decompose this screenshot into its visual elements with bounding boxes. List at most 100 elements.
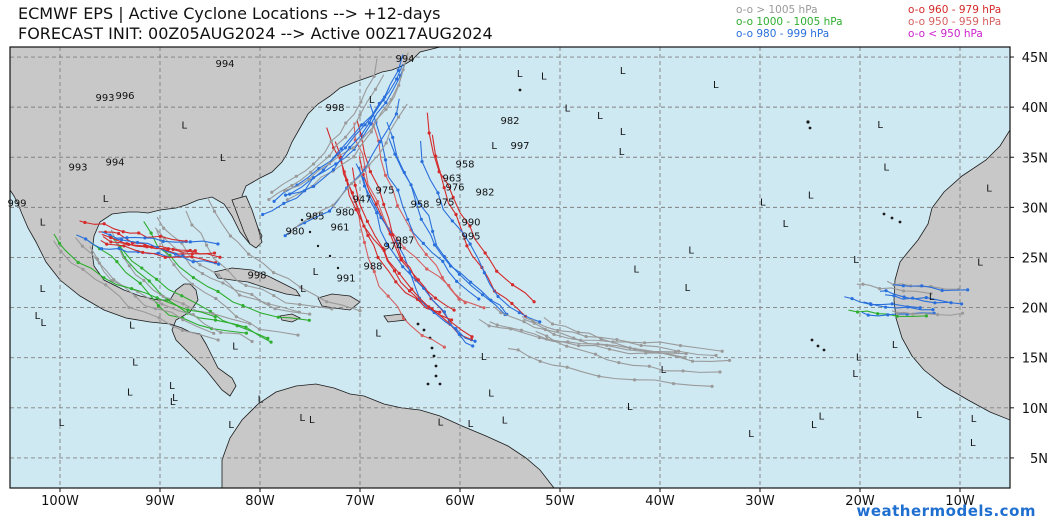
- track-point: [457, 272, 461, 276]
- track-point: [577, 344, 581, 348]
- track-point: [212, 331, 216, 335]
- track-point: [384, 101, 388, 105]
- track-point: [358, 113, 362, 117]
- track-point: [471, 344, 475, 348]
- track-point: [690, 359, 695, 363]
- track-point: [311, 162, 316, 166]
- ensemble-track: [861, 311, 935, 317]
- track-point: [597, 374, 601, 378]
- pressure-label: 988: [363, 262, 382, 273]
- track-point: [639, 343, 643, 348]
- track-point: [727, 358, 732, 363]
- track-point: [180, 294, 184, 298]
- ensemble-track: [284, 52, 409, 192]
- lat-lon-grid: [10, 47, 1010, 488]
- track-point: [168, 253, 172, 257]
- track-point: [272, 270, 276, 275]
- pressure-label: 976: [445, 182, 464, 193]
- track-point: [352, 155, 356, 159]
- low-marker: L: [977, 258, 983, 269]
- track-point: [519, 328, 524, 332]
- track-point: [297, 310, 301, 314]
- ensemble-track: [271, 58, 378, 193]
- track-point: [383, 95, 387, 99]
- low-marker: L: [369, 95, 375, 106]
- track-point: [676, 349, 681, 353]
- pressure-label: 947: [352, 194, 371, 205]
- track-point: [76, 260, 80, 265]
- track-point: [191, 260, 195, 264]
- track-point: [343, 135, 348, 139]
- track-point: [565, 365, 569, 369]
- track-point: [532, 300, 536, 304]
- track-point: [327, 209, 332, 213]
- track-point: [383, 173, 388, 177]
- track-point: [190, 223, 194, 227]
- track-point: [883, 305, 888, 309]
- ensemble-track: [356, 120, 455, 311]
- track-point: [237, 293, 242, 297]
- track-point: [95, 257, 100, 261]
- ensemble-track: [355, 163, 473, 347]
- track-point: [283, 234, 287, 238]
- track-point: [369, 130, 373, 134]
- track-point: [372, 74, 376, 78]
- track-point: [158, 234, 162, 238]
- track-point: [421, 241, 425, 245]
- low-marker: L: [892, 340, 898, 351]
- track-point: [647, 364, 651, 368]
- track-point: [531, 319, 535, 323]
- track-point: [855, 310, 860, 314]
- track-point: [191, 276, 196, 280]
- track-point: [117, 231, 121, 236]
- track-point: [226, 268, 230, 272]
- track-point: [161, 294, 165, 298]
- track-point: [137, 231, 141, 235]
- ensemble-track: [154, 227, 310, 315]
- track-point: [960, 311, 965, 315]
- pressure-label: 982: [500, 116, 519, 127]
- pressure-label: 994: [215, 59, 234, 70]
- pressure-label: 998: [325, 103, 344, 114]
- track-point: [644, 351, 648, 355]
- lon-label: 10W: [945, 494, 975, 509]
- track-point: [216, 273, 221, 277]
- track-point: [437, 170, 441, 174]
- track-point: [552, 332, 556, 337]
- track-point: [102, 222, 106, 226]
- low-marker: L: [517, 69, 523, 80]
- pressure-label: 990: [461, 217, 480, 228]
- lat-label: 25N: [1022, 251, 1048, 266]
- track-point: [372, 270, 376, 274]
- track-point: [850, 297, 854, 301]
- track-point: [384, 141, 388, 145]
- track-point: [615, 338, 619, 342]
- track-point: [140, 266, 144, 270]
- track-point: [392, 269, 397, 273]
- lon-label: 80W: [245, 494, 275, 509]
- track-point: [198, 263, 202, 267]
- pressure-label: 975: [435, 197, 454, 208]
- track-point: [327, 154, 331, 158]
- ensemble-track: [117, 243, 272, 343]
- track-point: [389, 98, 393, 102]
- track-point: [250, 339, 254, 344]
- pressure-label: 958: [455, 159, 474, 170]
- track-point: [538, 359, 542, 363]
- track-point: [138, 281, 142, 285]
- low-marker: L: [502, 416, 508, 427]
- track-point: [482, 271, 486, 275]
- track-point: [155, 296, 159, 300]
- track-point: [267, 197, 271, 202]
- track-point: [327, 162, 332, 166]
- track-point: [103, 283, 108, 287]
- ensemble-track: [101, 233, 215, 255]
- track-point: [420, 333, 424, 338]
- ensemble-track: [156, 229, 299, 336]
- site-credit[interactable]: weathermodels.com: [856, 502, 1036, 520]
- track-point: [391, 135, 395, 140]
- track-point: [247, 252, 251, 256]
- track-point: [115, 260, 119, 264]
- track-point: [248, 322, 252, 326]
- track-point: [401, 265, 405, 269]
